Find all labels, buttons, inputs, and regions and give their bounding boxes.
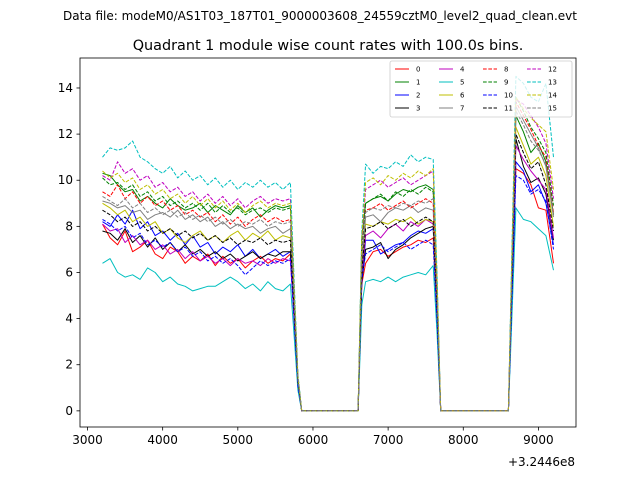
series-line-11 [102,133,554,412]
y-tick-label: 10 [58,173,73,187]
legend-label-0: 0 [416,66,420,74]
series-line-14 [102,96,554,412]
x-offset-label: +3.2446e8 [508,455,575,469]
legend-box [389,60,573,118]
series-line-5 [102,207,554,412]
legend-label-14: 14 [548,92,557,100]
series-layer [102,75,554,412]
series-line-3 [102,138,554,412]
x-tick-label: 4000 [147,433,178,447]
y-tick-label: 2 [65,358,73,372]
legend-label-8: 8 [504,66,508,74]
y-tick-label: 14 [58,81,73,95]
y-tick-label: 6 [65,265,73,279]
x-tick-label: 7000 [373,433,404,447]
chart-title: Quadrant 1 module wise count rates with … [133,38,524,54]
series-line-10 [102,175,554,412]
series-line-6 [102,126,554,412]
legend-label-4: 4 [460,66,465,74]
legend-label-10: 10 [504,92,513,100]
legend-label-1: 1 [416,79,420,87]
x-tick-label: 5000 [223,433,254,447]
chart-suptitle: Data file: modeM0/AS1T03_187T01_90000036… [63,9,577,23]
series-line-12 [102,99,554,412]
legend-label-12: 12 [548,66,557,74]
x-tick-label: 6000 [298,433,329,447]
legend-label-2: 2 [416,92,420,100]
legend-label-15: 15 [548,105,557,113]
x-tick-label: 9000 [523,433,554,447]
legend-label-3: 3 [416,105,420,113]
y-tick-label: 0 [65,404,73,418]
legend-label-5: 5 [460,79,464,87]
plot-frame [79,57,577,428]
legend-label-9: 9 [504,79,508,87]
y-tick-label: 8 [65,219,73,233]
series-line-15 [102,110,554,412]
y-tick-label: 12 [58,127,73,141]
series-line-13 [102,75,554,412]
x-tick-label: 8000 [448,433,479,447]
legend-label-6: 6 [460,92,465,100]
series-line-1 [102,115,554,412]
legend-label-11: 11 [504,105,513,113]
x-tick-label: 3000 [72,433,103,447]
y-tick-label: 4 [65,312,73,326]
legend-label-13: 13 [548,79,557,87]
series-line-4 [102,145,554,412]
legend-label-7: 7 [460,105,464,113]
series-line-8 [102,101,554,412]
series-line-7 [102,105,554,412]
